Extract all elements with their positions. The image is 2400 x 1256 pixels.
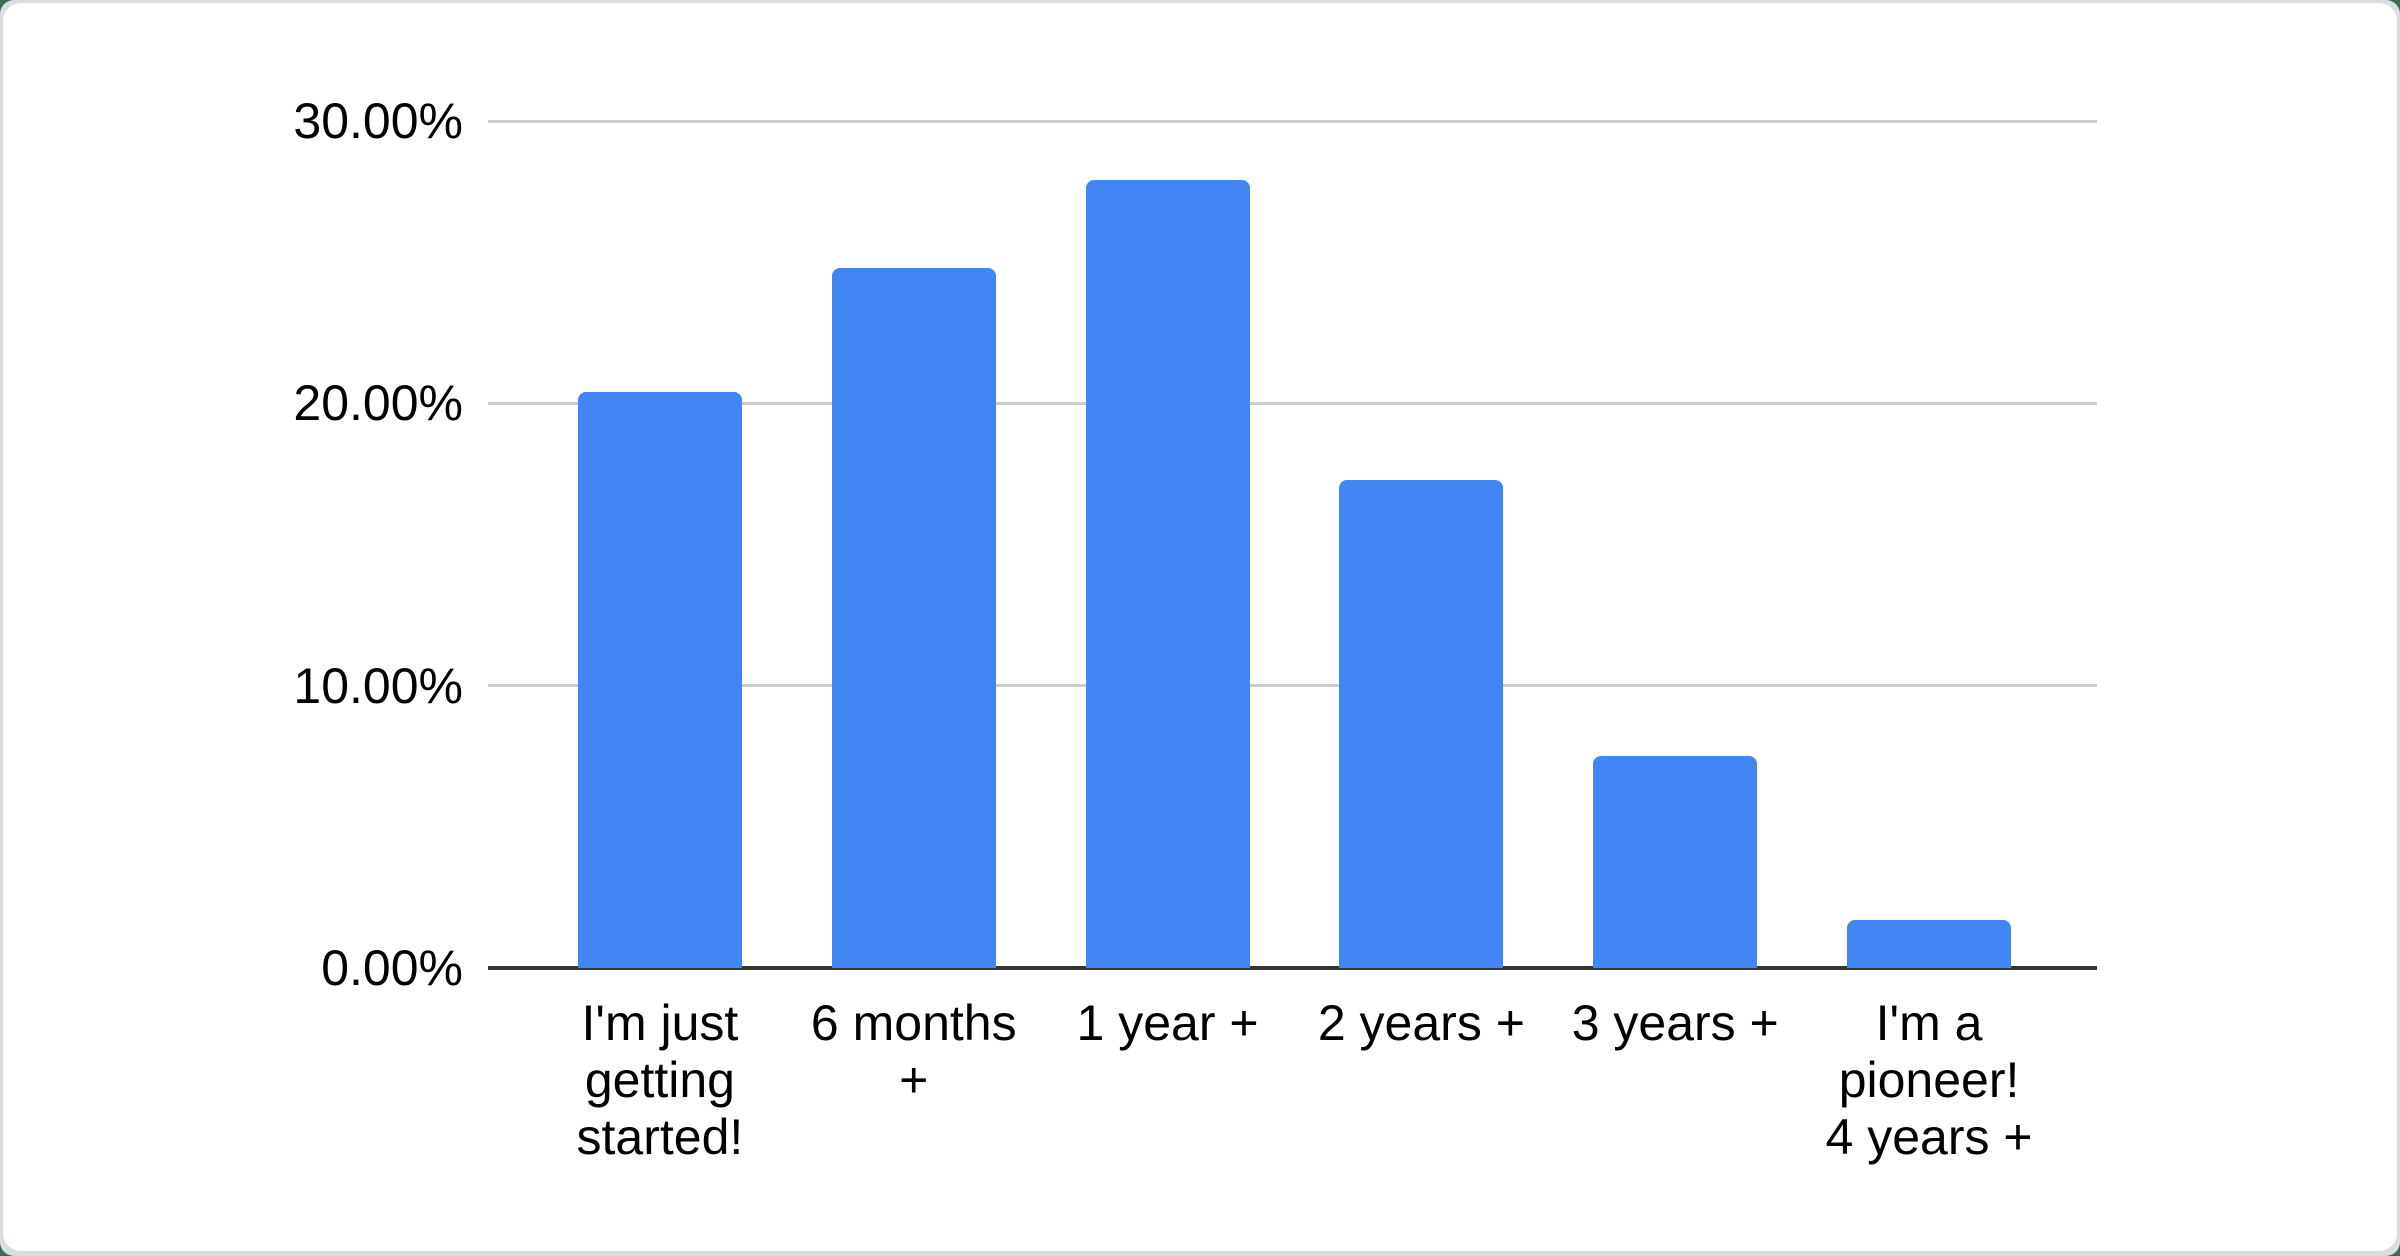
x-axis-label: 3 years + <box>1548 995 1802 1166</box>
bar-slot <box>1294 121 1548 968</box>
x-axis-label: 1 year + <box>1041 995 1295 1166</box>
x-axis-label-line: 6 months <box>810 995 1017 1051</box>
x-axis-label-line: I'm a <box>1875 995 1983 1051</box>
y-tick-label: 20.00% <box>293 375 463 432</box>
x-axis-labels: I'm just getting started! 6 months +1 year +… <box>488 995 2097 1166</box>
x-axis-label-line: 2 years + <box>1317 995 1525 1051</box>
x-axis-label: I'm just getting started! <box>533 995 787 1166</box>
x-axis-label-line: I'm just <box>581 995 739 1051</box>
x-axis-label-line: pioneer! <box>1838 1052 2020 1108</box>
plot-area <box>488 119 2097 970</box>
x-axis-label-line: 4 years + <box>1825 1109 2033 1165</box>
gridline <box>488 684 2097 688</box>
x-axis-label-line: 1 year + <box>1076 995 1259 1051</box>
x-axis-line <box>488 966 2097 970</box>
bar-5 <box>1593 756 1758 968</box>
bar-slot <box>787 121 1041 968</box>
x-axis-label-line: started! <box>576 1109 744 1165</box>
y-tick-label: 10.00% <box>293 657 463 714</box>
bar-1 <box>577 392 742 968</box>
x-axis-label: 6 months + <box>787 995 1041 1166</box>
x-axis-label-line: + <box>899 1052 929 1108</box>
y-tick-label: 30.00% <box>293 93 463 149</box>
bar-series <box>488 121 2097 968</box>
bar-slot <box>533 121 787 968</box>
bar-slot <box>1548 121 1802 968</box>
gridline <box>488 401 2097 405</box>
chart-card: 30.00% 20.00% 10.00% 0.00% I'm just getting s… <box>3 3 2397 1251</box>
x-axis-label: 2 years + <box>1294 995 1548 1166</box>
bar-2 <box>831 267 996 968</box>
x-axis-label: I'm a pioneer! 4 years + <box>1802 995 2056 1166</box>
x-axis-label-line: 3 years + <box>1571 995 1779 1051</box>
x-axis-label-line: getting <box>584 1052 735 1108</box>
y-tick-label: 0.00% <box>321 940 463 996</box>
bar-slot <box>1041 121 1295 968</box>
bar-6 <box>1847 920 2012 968</box>
bar-3 <box>1085 180 1250 968</box>
bar-slot <box>1802 121 2056 968</box>
gridline <box>488 119 2097 123</box>
bar-4 <box>1339 479 1504 968</box>
